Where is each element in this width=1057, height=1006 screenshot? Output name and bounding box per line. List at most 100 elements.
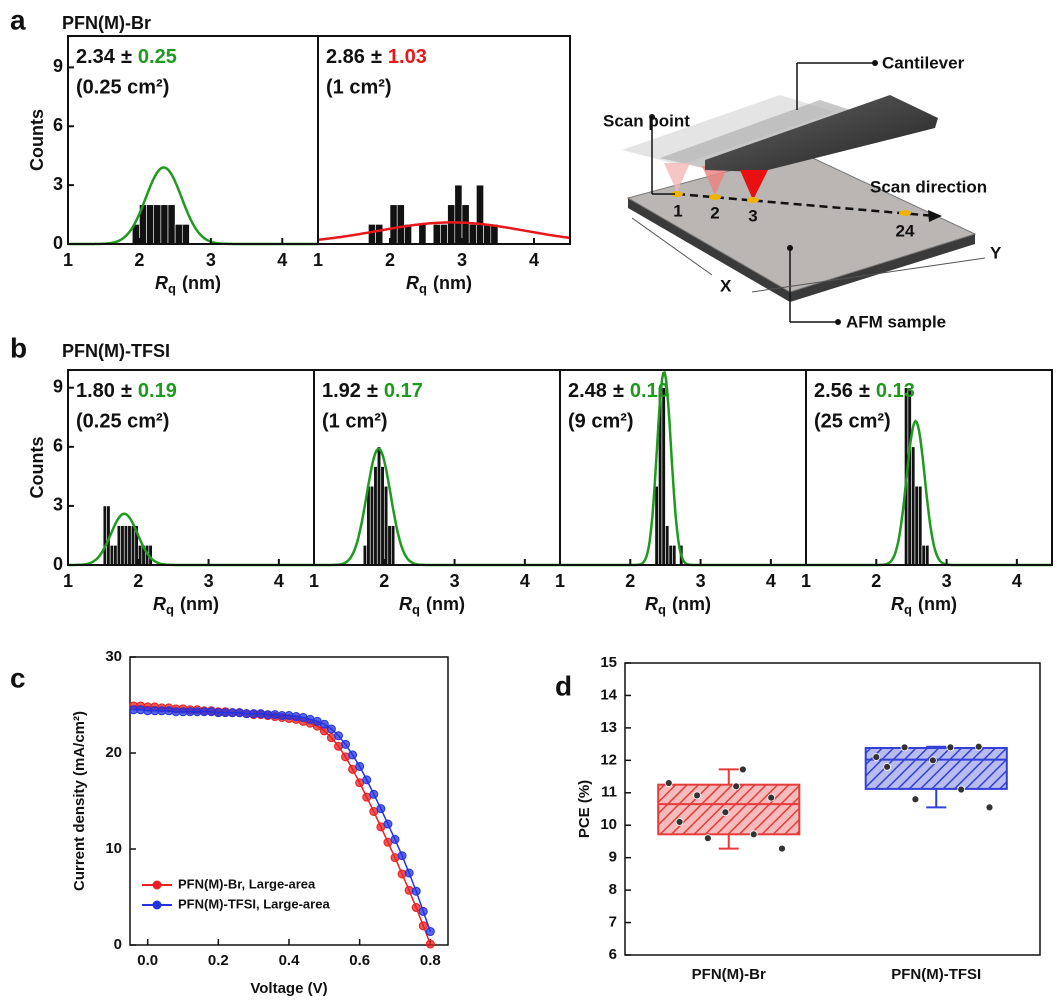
bar xyxy=(383,485,389,566)
diagram-label: X xyxy=(720,276,732,295)
data-point xyxy=(383,819,393,829)
x-label-symbol: R xyxy=(399,594,412,614)
y-axis-label: Current density (mA/cm²) xyxy=(71,711,88,891)
bar xyxy=(380,466,385,566)
annotation: 2.86 ±1.03 xyxy=(326,46,427,68)
bar xyxy=(181,224,190,245)
x-tick-label: 3 xyxy=(696,571,706,591)
data-point xyxy=(900,743,909,752)
x-label-symbol: R xyxy=(153,594,166,614)
data-point xyxy=(362,775,372,785)
bar xyxy=(654,485,659,566)
fit-curve xyxy=(68,166,318,246)
diagram-label: 2 xyxy=(710,203,719,222)
data-point xyxy=(425,927,435,937)
x-tick-label: 2 xyxy=(385,250,395,270)
bar xyxy=(160,204,169,245)
x-label-sub: q xyxy=(904,602,912,617)
data-point xyxy=(883,762,891,771)
data-point xyxy=(319,719,329,729)
bar xyxy=(661,387,666,566)
pm-sign: ± xyxy=(371,46,382,68)
x-label-symbol: R xyxy=(406,273,419,293)
x-label-sub: q xyxy=(168,281,176,296)
data-point xyxy=(326,724,336,734)
bar xyxy=(376,446,382,566)
x-tick-label: 0.0 xyxy=(137,952,158,969)
x-label-unit: (nm) xyxy=(433,273,472,293)
sd-label: 0.17 xyxy=(384,380,423,402)
bar xyxy=(925,545,930,566)
y-tick-label: 30 xyxy=(105,648,122,665)
data-point xyxy=(732,782,741,791)
x-tick-label: PFN(M)-TFSI xyxy=(891,966,981,983)
bar xyxy=(116,525,122,566)
x-tick-label: 4 xyxy=(529,250,539,270)
mean-label: 2.86 xyxy=(326,46,365,68)
data-point xyxy=(778,844,786,853)
pm-sign: ± xyxy=(121,380,132,402)
bar xyxy=(387,525,392,566)
mean-label: 2.48 xyxy=(568,380,607,402)
bar xyxy=(389,204,398,245)
y-tick-label: 12 xyxy=(600,751,617,768)
bar xyxy=(113,545,118,566)
bar xyxy=(396,204,405,245)
data-point xyxy=(974,742,983,751)
y-tick-label: 3 xyxy=(53,174,63,194)
y-tick-label: 0 xyxy=(53,233,63,253)
diagram-label: Scan point xyxy=(603,111,690,130)
y-tick-label: 14 xyxy=(600,686,617,703)
mean-label: 1.80 xyxy=(76,380,115,402)
data-point xyxy=(376,804,386,814)
fit-curve xyxy=(317,221,571,242)
data-point xyxy=(872,753,881,761)
x-tick-label: 1 xyxy=(801,571,811,591)
bar xyxy=(454,184,463,245)
x-label-unit: (nm) xyxy=(182,273,221,293)
fit-curve xyxy=(314,447,560,567)
x-axis-label: Rq (nm) xyxy=(891,594,957,618)
cantilever xyxy=(705,95,938,172)
x-tick-label: 1 xyxy=(63,571,73,591)
x-tick-label: 3 xyxy=(204,571,214,591)
bar xyxy=(391,525,396,566)
x-axis-label: Rq (nm) xyxy=(645,594,711,618)
bar xyxy=(120,525,125,566)
legend-marker xyxy=(152,900,162,910)
data-point xyxy=(664,779,673,787)
data-point xyxy=(985,803,994,812)
x-label-symbol: R xyxy=(645,594,658,614)
y-tick-label: 9 xyxy=(609,849,617,866)
legend-label: PFN(M)-Br, Large-area xyxy=(178,876,316,891)
data-point xyxy=(411,903,421,913)
plot-frame xyxy=(624,662,1041,956)
x-tick-label: 3 xyxy=(942,571,952,591)
x-tick-label: 4 xyxy=(274,571,284,591)
bar xyxy=(468,224,477,245)
data-point xyxy=(721,808,730,817)
data-point xyxy=(703,834,712,843)
x-label-sub: q xyxy=(166,602,174,617)
y-tick-label: 6 xyxy=(609,946,617,963)
afm-diagram: Cantilever Scan point Scan direction 1 2… xyxy=(603,53,1002,331)
diagram-label: 3 xyxy=(748,206,757,225)
sd-label: 0.13 xyxy=(876,380,915,402)
data-point xyxy=(418,921,428,931)
bar xyxy=(418,224,427,245)
bar xyxy=(123,525,129,566)
x-tick-label: 4 xyxy=(1012,571,1022,591)
ghost-cantilever xyxy=(660,100,875,172)
data-point xyxy=(928,756,937,765)
x-tick-label: 3 xyxy=(457,250,467,270)
x-axis-label: Rq (nm) xyxy=(399,594,465,618)
data-point xyxy=(425,939,435,949)
bar xyxy=(127,525,132,566)
ghost-tip xyxy=(702,166,728,195)
bar xyxy=(373,466,378,566)
data-point xyxy=(693,791,701,800)
y-tick-label: 6 xyxy=(53,436,63,456)
x-axis-label: Voltage (V) xyxy=(250,980,327,997)
bar xyxy=(146,204,155,245)
